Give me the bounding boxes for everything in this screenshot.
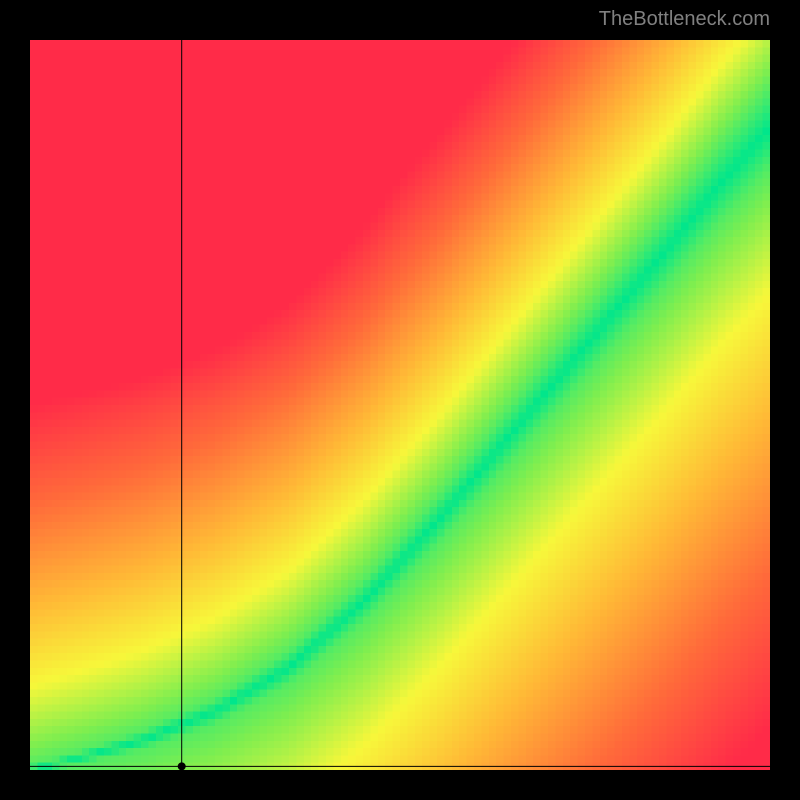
heatmap-plot (30, 40, 770, 770)
watermark-text: TheBottleneck.com (599, 8, 770, 31)
heatmap-canvas (30, 40, 770, 770)
figure-container: TheBottleneck.com (0, 0, 800, 800)
